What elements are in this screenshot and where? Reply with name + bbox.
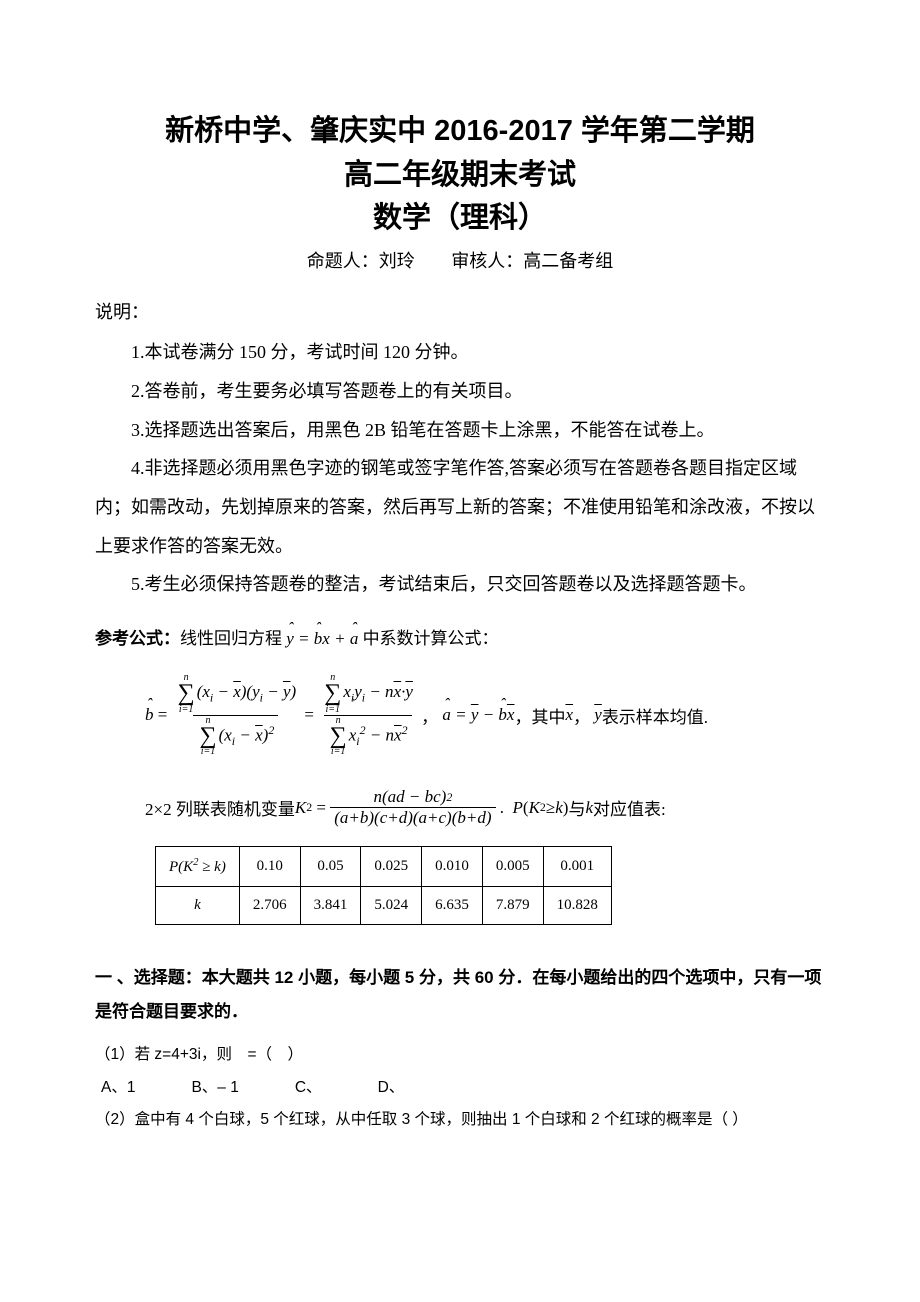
byline-author: 命题人：刘玲 (307, 251, 415, 271)
table-row: P(K2 ≥ k) 0.10 0.05 0.025 0.010 0.005 0.… (156, 847, 612, 887)
instruction-item: 2.答卷前，考生要务必填写答题卷上的有关项目。 (95, 372, 825, 411)
question-2: （2）盒中有 4 个白球，5 个红球，从中任取 3 个球，则抽出 1 个白球和 … (95, 1104, 825, 1137)
formula-b-hat: b = n∑i=1 (xi − x)(yi − y) n∑i=1 (xi − x… (145, 673, 825, 757)
byline-reviewer: 审核人：高二备考组 (451, 251, 613, 271)
title-line-1: 新桥中学、肇庆实中 2016-2017 学年第二学期 (95, 110, 825, 154)
table-row: k 2.706 3.841 5.024 6.635 7.879 10.828 (156, 887, 612, 925)
table-cell: 10.828 (543, 887, 611, 925)
title-line-3: 数学（理科） (95, 197, 825, 241)
table-cell: 6.635 (422, 887, 483, 925)
table-cell: 0.001 (543, 847, 611, 887)
formula-tail-suffix: 表示样本均值. (602, 703, 708, 728)
table-header-left: P(K2 ≥ k) (156, 847, 240, 887)
table-cell: 0.05 (300, 847, 361, 887)
instruction-item: 4.非选择题必须用黑色字迹的钢笔或签字笔作答,答案必须写在答题卷各题目指定区域内… (95, 449, 825, 565)
table-cell: 0.010 (422, 847, 483, 887)
title-line-2: 高二年级期末考试 (95, 154, 825, 198)
section-heading: 一 、选择题：本大题共 12 小题，每小题 5 分，共 60 分．在每小题给出的… (95, 961, 825, 1029)
table-cell: 0.10 (239, 847, 300, 887)
formula-intro-after: 中系数计算公式： (363, 629, 499, 648)
title-block: 新桥中学、肇庆实中 2016-2017 学年第二学期 高二年级期末考试 数学（理… (95, 110, 825, 273)
question-1-options: A、1 B、– 1 C、 D、 (101, 1072, 825, 1105)
table-cell: 2.706 (239, 887, 300, 925)
formula-intro-before: 线性回归方程 (180, 629, 286, 648)
table-cell: 7.879 (482, 887, 543, 925)
option-d: D、 (378, 1072, 405, 1105)
option-b: B、– 1 (191, 1072, 238, 1105)
formula-tail-prefix: ，其中 (514, 703, 565, 728)
instructions: 说明： 1.本试卷满分 150 分，考试时间 120 分钟。 2.答卷前，考生要… (95, 293, 825, 605)
byline: 命题人：刘玲 审核人：高二备考组 (95, 247, 825, 273)
option-a: A、1 (101, 1072, 135, 1105)
table-header-left: k (156, 887, 240, 925)
option-c: C、 (295, 1072, 322, 1105)
instruction-item: 5.考生必须保持答题卷的整洁，考试结束后，只交回答题卷以及选择题答题卡。 (95, 565, 825, 604)
table-cell: 3.841 (300, 887, 361, 925)
instruction-item: 3.选择题选出答案后，用黑色 2B 铅笔在答题卡上涂黑，不能答在试卷上。 (95, 411, 825, 450)
formula-k-squared: 2×2 列联表随机变量 K2 = n(ad − bc)2 (a+b)(c+d)(… (145, 787, 825, 828)
formula-intro-bold: 参考公式： (95, 629, 180, 648)
formula-intro: 参考公式：线性回归方程 y = bx + a 中系数计算公式： (95, 624, 825, 649)
table-cell: 0.025 (361, 847, 422, 887)
instruction-item: 1.本试卷满分 150 分，考试时间 120 分钟。 (95, 333, 825, 372)
table-cell: 0.005 (482, 847, 543, 887)
reference-table: P(K2 ≥ k) 0.10 0.05 0.025 0.010 0.005 0.… (155, 846, 612, 925)
instructions-label: 说明： (95, 293, 825, 332)
question-1: （1）若 z=4+3i，则 =（ ） (95, 1039, 825, 1072)
table-cell: 5.024 (361, 887, 422, 925)
